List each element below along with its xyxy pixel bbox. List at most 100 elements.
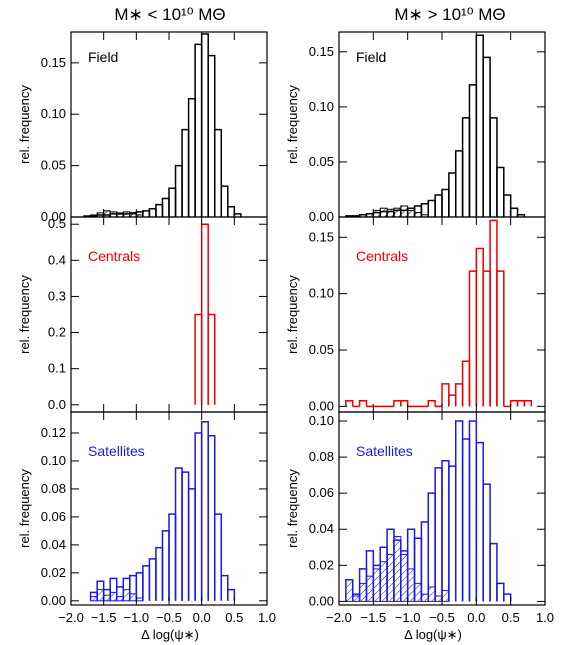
- panel-label-field: Field: [356, 49, 386, 65]
- hatched-bar: [434, 595, 443, 602]
- x-tick-label: −1.0: [395, 610, 421, 625]
- x-tick-label: 0.0: [193, 610, 211, 625]
- y-tick-label: 0.0: [48, 397, 66, 412]
- y-axis-title: rel. frequency: [17, 275, 32, 354]
- histogram-bar: [168, 513, 177, 601]
- panel-label-satellites: Satellites: [88, 443, 145, 459]
- y-tick-label: 0.00: [41, 209, 66, 224]
- histogram-bar: [207, 435, 216, 601]
- histogram-bar: [148, 208, 157, 217]
- y-tick-label: 0.5: [48, 216, 66, 231]
- hatched-bar: [96, 589, 105, 602]
- x-tick-label: −0.5: [156, 610, 182, 625]
- histogram-bar: [168, 187, 177, 217]
- y-tick-label: 0.00: [309, 398, 334, 413]
- histogram-bar: [213, 513, 223, 601]
- y-axis-title: rel. frequency: [285, 275, 300, 354]
- y-tick-label: 0.04: [309, 521, 334, 536]
- y-tick-label: 0.12: [41, 425, 66, 440]
- histogram-bar: [516, 399, 526, 407]
- hatched-bar: [365, 575, 374, 602]
- x-tick-label: −1.0: [123, 610, 149, 625]
- hatched-bar: [135, 597, 144, 602]
- histogram-bar: [427, 399, 436, 407]
- y-tick-label: 0.05: [309, 342, 334, 357]
- column-title-low-mass: M∗ < 10¹⁰ MΘ: [114, 5, 225, 24]
- hatched-bar: [372, 209, 381, 218]
- histogram-bar: [475, 441, 484, 602]
- histogram-bar: [161, 197, 170, 217]
- hatched-bar: [352, 595, 361, 602]
- panel-high-satellites: 0.00 0.02 0.04 0.06 0.08 0.10 −2.0 −1.5 −1.0 −0.5…: [285, 411, 554, 625]
- histogram-bar: [461, 117, 471, 217]
- histogram-bar: [213, 128, 223, 217]
- x-tick-label: −1.5: [91, 610, 117, 625]
- histogram-bar: [187, 488, 196, 601]
- histogram-bar: [441, 459, 450, 602]
- histogram-bar: [503, 593, 512, 602]
- histogram-bar: [461, 438, 471, 602]
- panel-frame: [70, 216, 268, 413]
- histogram-bar: [181, 128, 190, 217]
- hatched-bar: [372, 568, 381, 602]
- histogram-bar: [475, 34, 484, 217]
- y-tick-label: 0.08: [309, 449, 334, 464]
- y-tick-label: 0.10: [41, 106, 66, 121]
- histogram-bar: [489, 542, 498, 602]
- y-tick-label: 0.06: [309, 485, 334, 500]
- column-title-high-mass: M∗ > 10¹⁰ MΘ: [394, 5, 505, 24]
- y-tick-label: 0.10: [309, 413, 334, 428]
- histogram-bar: [482, 270, 491, 407]
- hatched-bar: [379, 207, 388, 218]
- histogram-bar: [454, 150, 464, 217]
- histogram-bar: [174, 164, 183, 217]
- histogram-bar: [468, 420, 478, 602]
- histogram-bar: [174, 467, 183, 601]
- panel-low-satellites: 0.00 0.02 0.04 0.06 0.08 0.10 0.12 −2.0 −1.5 −1.0…: [17, 411, 276, 625]
- hatched-bar: [407, 209, 416, 218]
- histogram-bar: [148, 558, 157, 601]
- histogram-bar: [448, 172, 457, 217]
- histogram-bar: [194, 313, 203, 405]
- histogram-bar: [220, 185, 229, 217]
- panel-high-centrals: 0.00 0.05 0.10 0.15 Centrals rel. frequency: [285, 216, 546, 413]
- hatched-bar: [129, 593, 137, 602]
- y-tick-label: 0.15: [309, 229, 334, 244]
- x-tick-label: −0.5: [429, 610, 455, 625]
- y-axis-title: rel. frequency: [17, 469, 32, 548]
- histogram-bar: [489, 117, 498, 217]
- y-tick-label: 0.00: [309, 209, 334, 224]
- histogram-bar: [345, 578, 354, 602]
- histogram-bar: [454, 383, 464, 407]
- histogram-bar: [496, 270, 505, 407]
- hatched-bar: [414, 212, 422, 218]
- histogram-bar: [454, 420, 464, 602]
- histogram-bar: [155, 546, 164, 601]
- histogram-bar: [434, 467, 443, 602]
- y-tick-label: 0.10: [41, 453, 66, 468]
- y-tick-label: 0.05: [309, 154, 334, 169]
- x-tick-label: −2.0: [58, 610, 84, 625]
- y-tick-label: 0.06: [41, 509, 66, 524]
- histogram-bar: [135, 572, 144, 601]
- histogram-bar: [207, 54, 216, 217]
- hatched-bar: [379, 561, 388, 602]
- hatched-bar: [393, 207, 402, 218]
- hatched-bar: [116, 596, 124, 602]
- histogram-bar: [187, 98, 196, 217]
- histogram-bar: [441, 188, 450, 217]
- histogram-bar: [194, 432, 203, 601]
- histogram-bar: [482, 483, 491, 602]
- y-tick-label: 0.3: [48, 288, 66, 303]
- hatched-bar: [386, 553, 395, 602]
- histogram-bar: [161, 530, 170, 601]
- hatched-bar: [103, 210, 111, 218]
- y-axis-title: rel. frequency: [285, 469, 300, 548]
- y-tick-label: 0.00: [41, 593, 66, 608]
- x-tick-label: 1.0: [536, 610, 554, 625]
- histogram-bar: [516, 214, 526, 217]
- hatched-bar: [90, 596, 98, 602]
- x-tick-label: 1.0: [258, 610, 276, 625]
- hatched-bar: [393, 535, 402, 602]
- histogram-bar: [448, 394, 457, 407]
